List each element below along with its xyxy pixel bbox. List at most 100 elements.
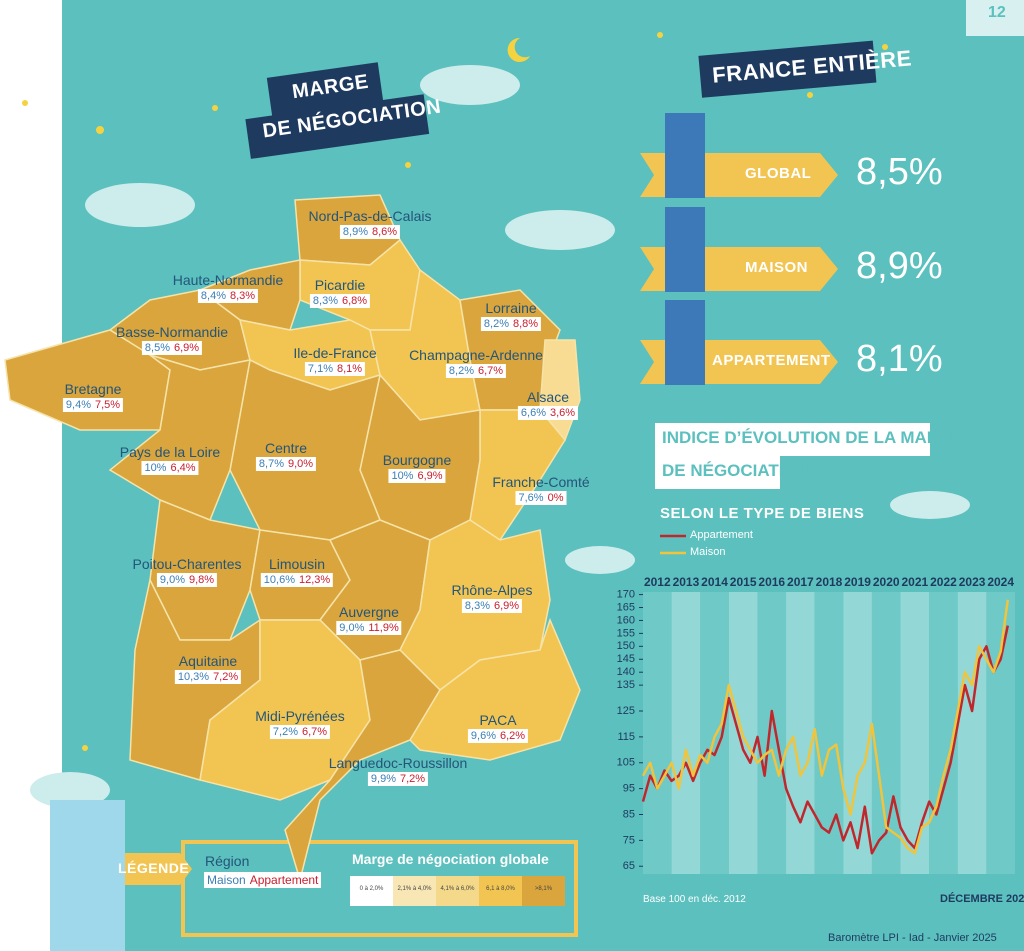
row-label: APPARTEMENT — [712, 352, 831, 369]
region-shape — [409, 617, 581, 761]
appartement-value: 6,8% — [342, 295, 368, 307]
appartement-value: 8,6% — [372, 226, 398, 238]
region-name: Languedoc-Roussillon — [328, 755, 468, 771]
appartement-value: 9,0% — [288, 458, 314, 470]
legend-sample: Maison Appartement — [204, 872, 322, 888]
maison-value: 9,6% — [470, 730, 496, 742]
appartement-value: 6,4% — [170, 462, 196, 474]
y-tick-label: 155 — [617, 627, 635, 639]
region-name: Bretagne — [64, 381, 122, 397]
year-band — [643, 592, 672, 874]
row-value: 8,9% — [856, 245, 943, 287]
x-tick-label: 2018 — [816, 575, 843, 589]
maison-value: 6,6% — [520, 407, 546, 419]
region-values: 9,9% 7,2% — [367, 772, 429, 786]
region-shape — [284, 649, 441, 883]
x-tick-label: 2013 — [673, 575, 700, 589]
region-values: 8,7% 9,0% — [255, 457, 317, 471]
year-band — [957, 592, 987, 874]
legend-swatch — [393, 876, 436, 906]
appartement-value: 6,9% — [174, 342, 200, 354]
row-label: GLOBAL — [745, 165, 812, 182]
region-name: Picardie — [314, 277, 366, 293]
appartement-value: 7,2% — [213, 671, 239, 683]
region-name: Rhône-Alpes — [451, 582, 533, 598]
region-values: 8,3% 6,9% — [461, 599, 523, 613]
region-name: Ile-de-France — [293, 345, 377, 361]
building — [50, 800, 125, 951]
region-values: 7,2% 6,7% — [269, 725, 331, 739]
year-band — [900, 592, 930, 874]
region-values: 10% 6,4% — [141, 461, 199, 475]
appartement-value: 0% — [547, 492, 564, 504]
region-name: Auvergne — [339, 604, 399, 620]
x-tick-label: 2021 — [901, 575, 928, 589]
legend-class: 2,1% à 4,0% — [397, 886, 432, 892]
region-values: 9,6% 6,2% — [467, 729, 529, 743]
region-name: Basse-Normandie — [115, 324, 229, 340]
region-shape — [229, 358, 381, 541]
region-name: Lorraine — [485, 300, 537, 316]
region-values: 10,3% 7,2% — [174, 670, 242, 684]
building-icon — [665, 113, 705, 198]
france-banner — [698, 40, 877, 98]
region-name: Haute-Normandie — [172, 272, 284, 288]
year-band — [700, 592, 729, 874]
maison-value: 8,3% — [464, 600, 490, 612]
maison-value: 8,9% — [342, 226, 368, 238]
y-tick-label: 145 — [617, 653, 635, 665]
legend-box — [181, 840, 578, 937]
chart-date: DÉCEMBRE 2024 — [940, 893, 1024, 905]
appartement-value: 8,1% — [337, 363, 363, 375]
region-values: 7,1% 8,1% — [304, 362, 366, 376]
y-tick-label: 160 — [617, 614, 635, 626]
y-tick-label: 150 — [617, 640, 635, 652]
x-tick-label: 2015 — [730, 575, 757, 589]
appartement-value: 11,9% — [368, 622, 399, 634]
chart-title-band — [655, 456, 780, 489]
appartement-value: 6,9% — [417, 470, 443, 482]
region-values: 9,0% 9,8% — [156, 573, 218, 587]
row-value: 8,5% — [856, 151, 943, 193]
legend-appartement: Appartement — [249, 873, 319, 887]
region-values: 8,2% 6,7% — [445, 364, 507, 378]
appartement-value: 3,6% — [550, 407, 576, 419]
legend-region: Région — [205, 853, 250, 869]
region-shape — [199, 619, 371, 801]
maison-value: 8,2% — [448, 365, 474, 377]
region-values: 8,2% 8,8% — [480, 317, 542, 331]
x-tick-label: 2022 — [930, 575, 957, 589]
region-name: PACA — [479, 712, 517, 728]
y-tick-label: 135 — [617, 679, 635, 691]
title-banner — [245, 62, 430, 159]
y-tick-label: 85 — [623, 808, 635, 820]
chart-subtitle: SELON LE TYPE DE BIENS — [660, 505, 865, 522]
maison-value: 9,4% — [65, 399, 91, 411]
legend-entry: Appartement — [690, 529, 753, 541]
chart-title-band — [655, 423, 930, 456]
building-icon — [665, 300, 705, 385]
maison-value: 8,7% — [258, 458, 284, 470]
region-name: Alsace — [526, 389, 570, 405]
region-values: 7,6% 0% — [515, 491, 567, 505]
x-tick-label: 2016 — [758, 575, 785, 589]
legend-class: 4,1% à 6,0% — [440, 886, 475, 892]
legend-maison: Maison — [207, 873, 246, 887]
building-icon — [665, 207, 705, 292]
legend-swatch — [522, 876, 565, 906]
x-tick-label: 2012 — [644, 575, 671, 589]
maison-value: 9,0% — [339, 622, 365, 634]
x-tick-label: 2020 — [873, 575, 900, 589]
y-tick-label: 170 — [617, 588, 635, 600]
maison-value: 7,2% — [272, 726, 298, 738]
legend-arrow — [108, 853, 192, 885]
x-tick-label: 2023 — [959, 575, 986, 589]
region-values: 9,0% 11,9% — [336, 621, 402, 635]
y-tick-label: 75 — [623, 834, 635, 846]
x-tick-label: 2014 — [701, 575, 728, 589]
region-name: Pays de la Loire — [119, 444, 221, 460]
region-values: 8,9% 8,6% — [339, 225, 401, 239]
maison-value: 8,4% — [200, 290, 226, 302]
appartement-value: 9,8% — [189, 574, 215, 586]
